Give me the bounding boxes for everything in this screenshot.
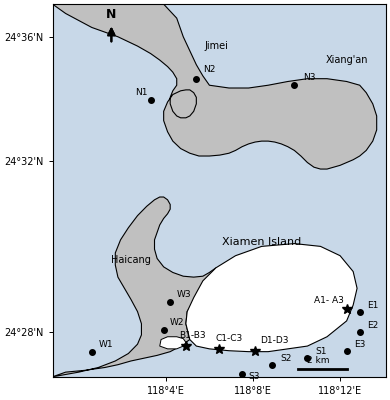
Text: W3: W3 <box>177 290 191 300</box>
Text: N2: N2 <box>203 65 215 74</box>
Text: Xiang'an: Xiang'an <box>325 55 368 65</box>
Text: Haicang: Haicang <box>111 255 151 265</box>
Text: N1: N1 <box>135 88 147 97</box>
Text: D1-D3: D1-D3 <box>261 336 289 345</box>
Text: Xiamen Island: Xiamen Island <box>222 237 301 247</box>
Polygon shape <box>53 4 377 169</box>
Text: S2: S2 <box>280 354 291 363</box>
Text: A1- A3: A1- A3 <box>314 296 344 305</box>
Text: E1: E1 <box>367 301 379 310</box>
Text: 2 km: 2 km <box>307 356 329 365</box>
Text: C1-C3: C1-C3 <box>216 334 243 343</box>
Text: S1: S1 <box>315 347 327 356</box>
Text: N3: N3 <box>303 74 316 82</box>
Text: Jimei: Jimei <box>204 41 228 51</box>
Text: W2: W2 <box>170 318 185 328</box>
Text: E3: E3 <box>355 340 366 349</box>
Text: S3: S3 <box>248 372 260 382</box>
Text: W1: W1 <box>98 340 113 349</box>
Text: N: N <box>106 8 117 21</box>
Polygon shape <box>53 197 216 377</box>
Text: E2: E2 <box>367 321 379 330</box>
Text: B1-B3: B1-B3 <box>179 332 206 340</box>
Polygon shape <box>186 244 357 352</box>
Polygon shape <box>160 337 186 349</box>
